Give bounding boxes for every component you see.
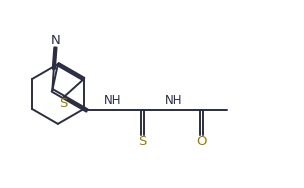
Text: O: O bbox=[196, 135, 206, 148]
Text: NH: NH bbox=[164, 94, 182, 107]
Text: N: N bbox=[50, 34, 60, 47]
Text: S: S bbox=[60, 97, 68, 110]
Text: S: S bbox=[139, 135, 147, 148]
Text: NH: NH bbox=[103, 94, 121, 107]
